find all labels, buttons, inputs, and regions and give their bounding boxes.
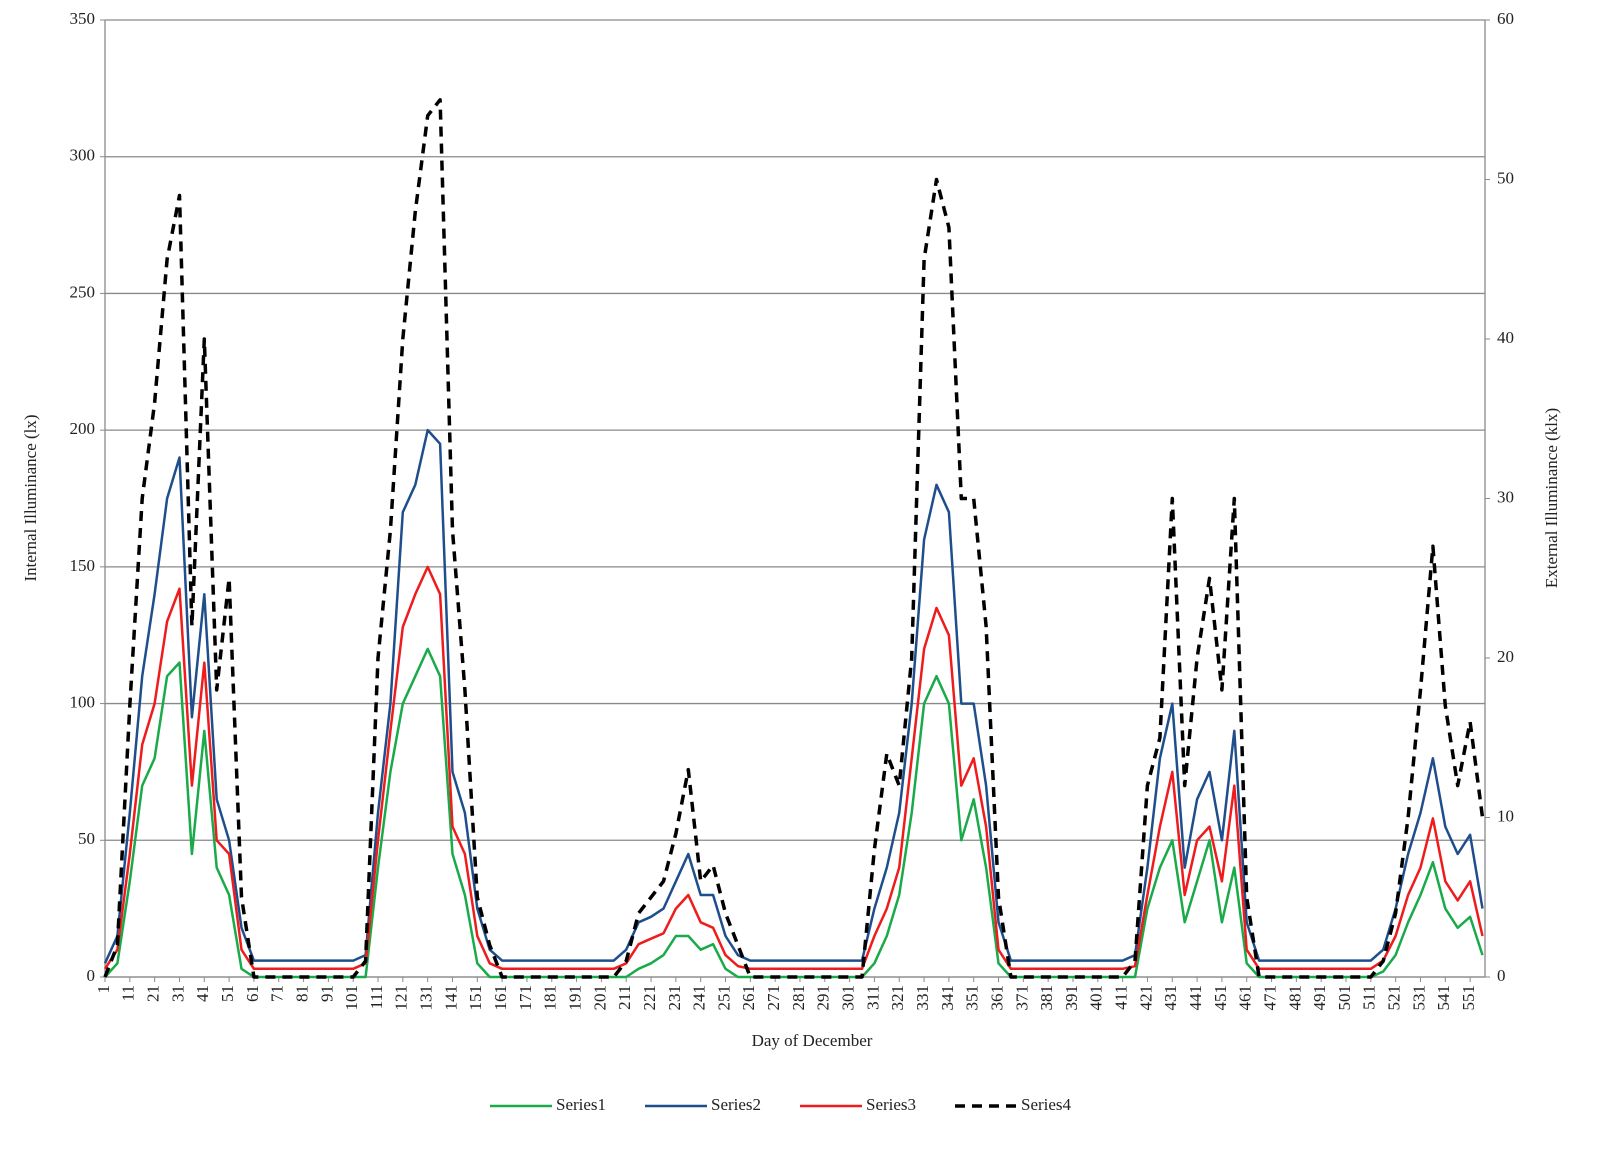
series-line [104, 647, 1484, 979]
x-tick-label: 541 [1434, 985, 1453, 1011]
x-tick-label: 521 [1385, 985, 1404, 1011]
x-tick-label: 361 [987, 985, 1006, 1011]
y-tick-label: 150 [70, 556, 96, 575]
x-tick-label: 401 [1087, 985, 1106, 1011]
y2-tick-label: 60 [1497, 9, 1514, 28]
x-tick-label: 161 [491, 985, 510, 1011]
x-tick-label: 1 [94, 985, 113, 994]
x-tick-label: 121 [392, 985, 411, 1011]
x-tick-label: 111 [367, 985, 386, 1009]
x-tick-label: 171 [516, 985, 535, 1011]
x-tick-label: 341 [938, 985, 957, 1011]
x-tick-label: 71 [268, 985, 287, 1002]
series-line [103, 565, 1484, 971]
x-tick-label: 441 [1186, 985, 1205, 1011]
x-tick-label: 271 [764, 985, 783, 1011]
y-axis-title: Internal Illuminance (lx) [21, 414, 40, 581]
legend-label: Series1 [556, 1095, 606, 1114]
x-tick-label: 531 [1409, 985, 1428, 1011]
y2-axis-title: External Illuminance (klx) [1542, 408, 1561, 588]
x-axis-title: Day of December [752, 1031, 873, 1050]
x-tick-label: 21 [144, 985, 163, 1002]
x-tick-label: 211 [615, 985, 634, 1010]
x-tick-label: 61 [243, 985, 262, 1002]
x-tick-label: 411 [1112, 985, 1131, 1010]
y2-tick-label: 40 [1497, 328, 1514, 347]
x-tick-label: 501 [1335, 985, 1354, 1011]
y-tick-label: 250 [70, 282, 96, 301]
y-tick-label: 200 [70, 419, 96, 438]
y2-tick-label: 10 [1497, 806, 1514, 825]
x-tick-label: 491 [1310, 985, 1329, 1011]
y-tick-label: 300 [70, 146, 96, 165]
x-tick-label: 151 [466, 985, 485, 1011]
x-tick-label: 471 [1260, 985, 1279, 1011]
x-tick-label: 301 [839, 985, 858, 1011]
x-tick-label: 181 [541, 985, 560, 1011]
series-line [103, 428, 1484, 964]
x-tick-label: 251 [714, 985, 733, 1011]
x-tick-label: 371 [1012, 985, 1031, 1011]
x-tick-label: 481 [1285, 985, 1304, 1011]
y-tick-label: 0 [87, 966, 96, 985]
y-tick-label: 350 [70, 9, 96, 28]
x-tick-label: 141 [441, 985, 460, 1011]
x-tick-label: 11 [119, 985, 138, 1001]
legend-label: Series4 [1021, 1095, 1072, 1114]
x-tick-label: 331 [913, 985, 932, 1011]
x-tick-label: 381 [1037, 985, 1056, 1011]
x-tick-label: 461 [1236, 985, 1255, 1011]
x-tick-label: 551 [1459, 985, 1478, 1011]
x-tick-label: 261 [739, 985, 758, 1011]
x-tick-label: 51 [218, 985, 237, 1002]
x-tick-label: 511 [1360, 985, 1379, 1010]
x-tick-label: 241 [690, 985, 709, 1011]
x-tick-label: 351 [963, 985, 982, 1011]
x-tick-label: 191 [565, 985, 584, 1011]
x-tick-label: 131 [417, 985, 436, 1011]
x-tick-label: 311 [863, 985, 882, 1010]
x-tick-label: 91 [317, 985, 336, 1002]
x-tick-label: 451 [1211, 985, 1230, 1011]
x-tick-label: 41 [193, 985, 212, 1002]
y-tick-label: 100 [70, 692, 96, 711]
x-tick-label: 291 [814, 985, 833, 1011]
x-tick-label: 431 [1161, 985, 1180, 1011]
x-tick-label: 81 [292, 985, 311, 1002]
y2-tick-label: 30 [1497, 487, 1514, 506]
x-tick-label: 391 [1062, 985, 1081, 1011]
y-tick-label: 50 [78, 829, 95, 848]
x-tick-label: 31 [168, 985, 187, 1002]
legend-label: Series3 [866, 1095, 916, 1114]
y2-tick-label: 20 [1497, 647, 1514, 666]
legend-label: Series2 [711, 1095, 761, 1114]
x-tick-label: 221 [640, 985, 659, 1011]
x-tick-label: 321 [888, 985, 907, 1011]
series-line [103, 98, 1485, 979]
x-tick-label: 421 [1136, 985, 1155, 1011]
x-tick-label: 201 [590, 985, 609, 1011]
y2-tick-label: 0 [1497, 966, 1506, 985]
x-tick-label: 101 [342, 985, 361, 1011]
y2-tick-label: 50 [1497, 168, 1514, 187]
x-tick-label: 281 [789, 985, 808, 1011]
x-tick-label: 231 [665, 985, 684, 1011]
